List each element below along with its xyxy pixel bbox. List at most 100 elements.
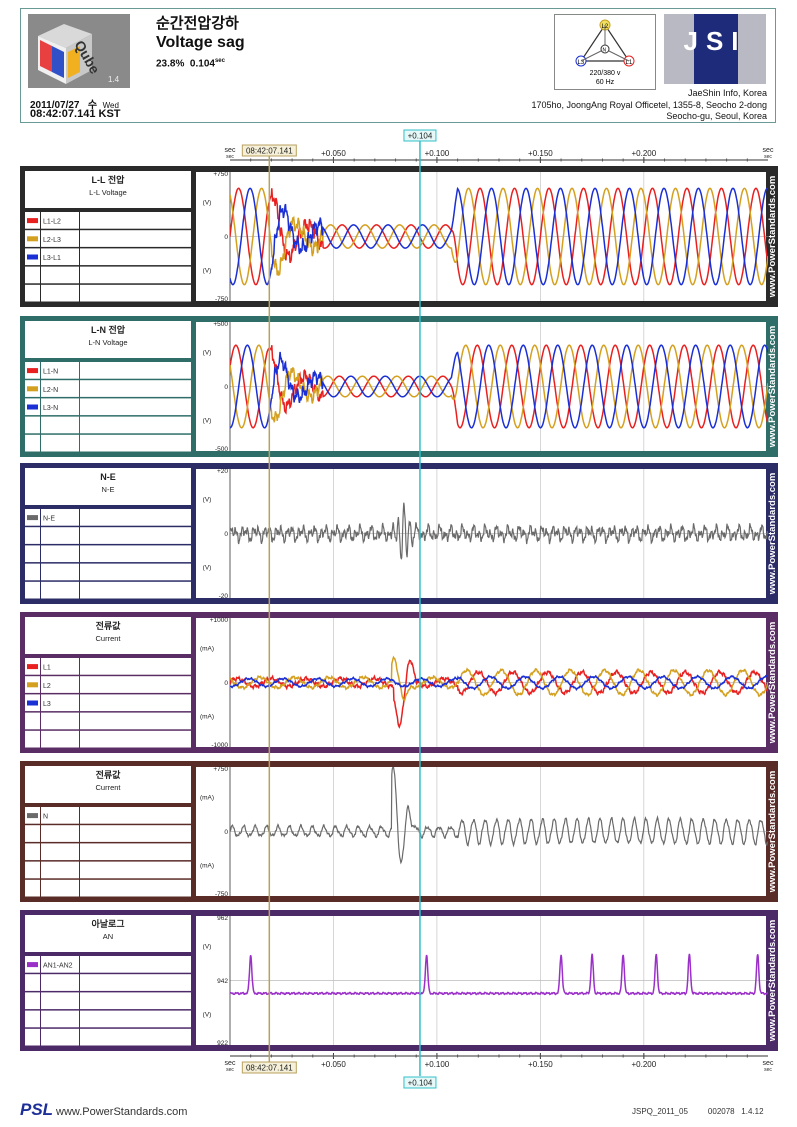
legend-swatch	[27, 682, 38, 688]
event-title-kr: 순간전압강하	[156, 15, 239, 32]
time-tick-label: +0.200	[631, 149, 656, 158]
y-tick-label-top: +20	[217, 468, 228, 475]
legend-cell-b	[41, 563, 79, 581]
svg-text:L3: L3	[578, 60, 585, 66]
legend-cell-c	[80, 527, 191, 544]
legend-cell-c	[80, 861, 191, 879]
legend-subtitle: L-L Voltage	[89, 188, 127, 197]
legend-swatch	[27, 515, 38, 521]
legend-swatch	[27, 664, 38, 670]
legend-cell-b	[41, 545, 79, 563]
panel-5: 전류값 Current N +750 0 -750 (mA) (mA) www.PowerSta…	[20, 761, 778, 902]
legend-cell-b	[41, 416, 79, 434]
connection-diagram: L2 L3 L1 N 220/380 v 60 Hz	[554, 14, 656, 90]
legend-cell-c	[80, 581, 191, 599]
panel-6: 아날로그 AN AN1-AN2 962 942 922 (V) (V) www.PowerSta…	[20, 910, 778, 1051]
legend-cell-b	[41, 380, 79, 397]
legend-cell-b	[41, 434, 79, 452]
legend-cell-c	[80, 212, 191, 229]
time-tick-label: +0.100	[425, 149, 450, 158]
time-axis-start-sublabel: sec	[226, 1067, 234, 1073]
time-axis-end-label: sec	[763, 147, 774, 154]
y-tick-label-top: +500	[213, 321, 228, 328]
y-unit-label-upper: (V)	[203, 496, 212, 503]
watermark: www.PowerStandards.com	[767, 326, 778, 449]
legend-swatch	[27, 404, 38, 410]
legend-cell-c	[80, 730, 191, 748]
legend-cell-b	[41, 509, 79, 526]
legend-cell-b	[41, 284, 79, 302]
y-tick-label-bottom: -750	[215, 296, 228, 303]
legend-swatch	[27, 236, 38, 242]
qube-logo: Qube 1.4	[28, 14, 130, 88]
cursor-end-label-box	[403, 129, 437, 142]
waveform-L2-N	[230, 344, 768, 429]
legend-series-name: L3	[43, 701, 51, 708]
legend-series-name: AN1-AN2	[43, 963, 73, 970]
legend-title-box	[25, 915, 191, 952]
event-stats: 23.8% 0.104sec	[156, 58, 225, 70]
header-box	[20, 8, 776, 123]
legend-title: L-L 전압	[92, 174, 126, 185]
waveform-L1-L2	[230, 187, 768, 286]
psl-logo: PSL	[20, 1100, 54, 1119]
time-axis-start-sublabel: sec	[226, 154, 234, 160]
y-tick-label-top: 962	[217, 915, 228, 922]
y-unit-label-lower: (V)	[203, 418, 212, 425]
panel-1: L-L 전압 L-L Voltage L1-L2 L2-L3 L3-L1 +750 0 -75…	[20, 166, 778, 307]
legend-subtitle: AN	[103, 932, 113, 941]
legend-cell-a	[25, 581, 40, 599]
svg-text:L1: L1	[626, 60, 633, 66]
legend-swatch	[27, 962, 38, 968]
watermark: www.PowerStandards.com	[767, 473, 778, 596]
event-date: 2011/07/27 수 Wed	[30, 100, 119, 111]
y-unit-label-upper: (V)	[203, 349, 212, 356]
legend-cell-a	[25, 527, 40, 544]
y-tick-label-bottom: 922	[217, 1040, 228, 1047]
legend-swatch	[27, 700, 38, 706]
legend-cell-b	[41, 248, 79, 266]
svg-text:JSI: JSI	[683, 26, 746, 56]
legend-cell-b	[41, 879, 79, 897]
legend-cell-a	[25, 712, 40, 730]
connection-frequency: 60 Hz	[596, 79, 615, 86]
legend-title-box	[25, 468, 191, 505]
legend-subtitle: Current	[95, 634, 121, 643]
legend-cell-a	[25, 1028, 40, 1046]
legend-cell-a	[25, 266, 40, 284]
address-line-3: Seocho-gu, Seoul, Korea	[666, 111, 767, 121]
legend-series-name: L1-N	[43, 369, 58, 376]
logo-version: 1.4	[108, 75, 120, 84]
event-time: 08:42:07.141 KST	[30, 108, 121, 120]
legend-cell-b	[41, 676, 79, 693]
legend-cell-b	[41, 956, 79, 973]
legend-cell-a	[25, 416, 40, 434]
footer-url[interactable]: www.PowerStandards.com	[56, 1106, 188, 1118]
legend-cell-b	[41, 712, 79, 730]
legend-title-box	[25, 321, 191, 358]
cursor-start-label-box	[241, 144, 297, 157]
legend-cell-c	[80, 843, 191, 861]
y-tick-label-bottom: -20	[219, 593, 229, 600]
time-tick-label: +0.050	[321, 149, 346, 158]
time-tick-label: +0.200	[631, 1060, 656, 1069]
legend-cell-a	[25, 284, 40, 302]
legend-cell-b	[41, 266, 79, 284]
legend-cell-a	[25, 563, 40, 581]
legend-cell-b	[41, 974, 79, 991]
legend-title: 전류값	[96, 620, 122, 631]
legend-cell-c	[80, 380, 191, 397]
legend-cell-c	[80, 825, 191, 842]
legend-cell-c	[80, 509, 191, 526]
legend-series-name: L2-L3	[43, 237, 61, 244]
legend-swatch	[27, 368, 38, 374]
legend-title: 전류값	[96, 769, 122, 780]
legend-series-name: L3-N	[43, 405, 58, 412]
legend-subtitle: Current	[95, 783, 121, 792]
panel-3: N-E N-E N-E +20 0 -20 (V) (V) www.PowerStandards…	[20, 463, 778, 604]
watermark: www.PowerStandards.com	[767, 622, 778, 745]
legend-series-name: L1-L2	[43, 219, 61, 226]
y-tick-label-bottom: -500	[215, 446, 228, 453]
time-tick-label: +0.050	[321, 1060, 346, 1069]
